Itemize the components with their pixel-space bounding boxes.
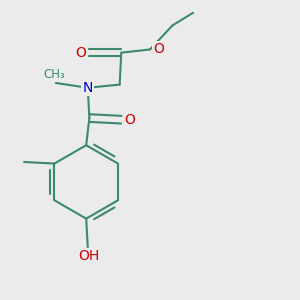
Text: O: O [124,113,135,127]
Text: OH: OH [79,249,100,263]
Text: O: O [153,43,164,56]
Text: N: N [82,81,93,95]
Text: O: O [75,46,86,60]
Text: CH₃: CH₃ [44,68,65,82]
